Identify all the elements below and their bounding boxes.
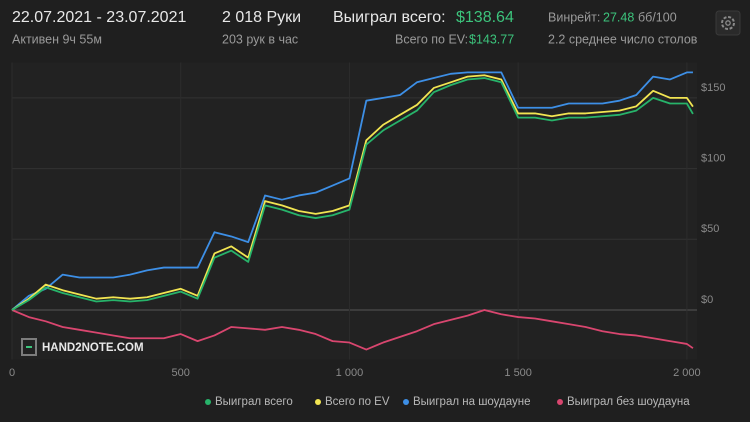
settings-box[interactable] bbox=[715, 10, 741, 36]
legend-marker bbox=[403, 399, 409, 405]
legend-label: Выиграл на шоудауне bbox=[413, 396, 531, 408]
x-tick-label: 1 000 bbox=[336, 367, 364, 379]
won-label: Выиграл всего: bbox=[333, 9, 446, 26]
tables: 2.2 среднее число столов bbox=[548, 32, 698, 46]
legend-label: Выиграл без шоудауна bbox=[567, 396, 690, 408]
watermark: HAND2NOTE.COM bbox=[42, 342, 144, 354]
logo bbox=[21, 338, 37, 356]
gear-hole[interactable] bbox=[725, 20, 731, 26]
y-tick-label: $100 bbox=[701, 152, 725, 164]
gear-icon[interactable] bbox=[721, 16, 735, 30]
winrate-label: Винрейт: bbox=[548, 10, 600, 24]
legend-marker bbox=[557, 399, 563, 405]
active-time: Активен 9ч 55м bbox=[12, 32, 102, 46]
legend-marker bbox=[205, 399, 211, 405]
logo-icon bbox=[21, 338, 37, 356]
winrate-unit: бб/100 bbox=[638, 10, 677, 24]
series-line bbox=[11, 309, 694, 351]
y-tick-label: $0 bbox=[701, 294, 713, 306]
legend-marker bbox=[315, 399, 321, 405]
date-range: 22.07.2021 - 23.07.2021 bbox=[12, 9, 186, 26]
hands-per-hour: 203 рук в час bbox=[222, 32, 298, 46]
x-tick-label: 500 bbox=[172, 367, 190, 379]
series-line bbox=[11, 71, 693, 311]
hands: 2 018 Руки bbox=[222, 9, 301, 26]
plot-area bbox=[12, 62, 697, 360]
won-value: $138.64 bbox=[456, 9, 514, 26]
y-tick-label: $150 bbox=[701, 82, 725, 94]
series-line bbox=[11, 74, 694, 311]
settings-button[interactable] bbox=[715, 10, 741, 36]
ev-value: $143.77 bbox=[469, 32, 514, 46]
series-line bbox=[11, 77, 694, 311]
winrate-value: 27.48 bbox=[603, 10, 634, 24]
x-tick-label: 0 bbox=[9, 367, 15, 379]
legend-label: Всего по EV bbox=[325, 396, 390, 408]
legend-label: Выиграл всего bbox=[215, 396, 293, 408]
y-tick-label: $50 bbox=[701, 223, 719, 235]
x-tick-label: 1 500 bbox=[504, 367, 532, 379]
ev-label: Всего по EV: bbox=[395, 32, 468, 46]
x-tick-label: 2 000 bbox=[673, 367, 701, 379]
